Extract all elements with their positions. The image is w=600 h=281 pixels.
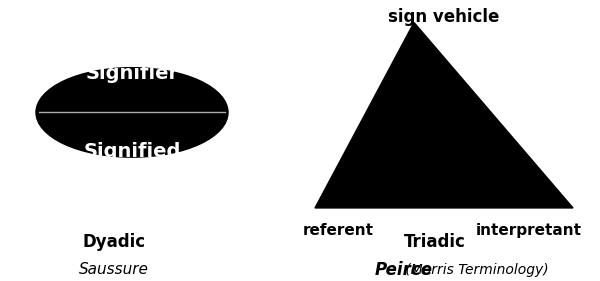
- Text: interpretant: interpretant: [476, 223, 582, 238]
- Text: referent: referent: [303, 223, 374, 238]
- Text: (Morris Terminology): (Morris Terminology): [401, 263, 548, 277]
- Text: Triadic: Triadic: [404, 233, 466, 251]
- Polygon shape: [315, 22, 573, 208]
- Text: Saussure: Saussure: [79, 262, 149, 277]
- Text: Signified: Signified: [83, 142, 181, 161]
- Text: sign vehicle: sign vehicle: [388, 8, 500, 26]
- Text: Signifier: Signifier: [85, 64, 179, 83]
- Text: Peirce: Peirce: [375, 261, 433, 279]
- Ellipse shape: [36, 68, 228, 157]
- Text: Dyadic: Dyadic: [82, 233, 146, 251]
